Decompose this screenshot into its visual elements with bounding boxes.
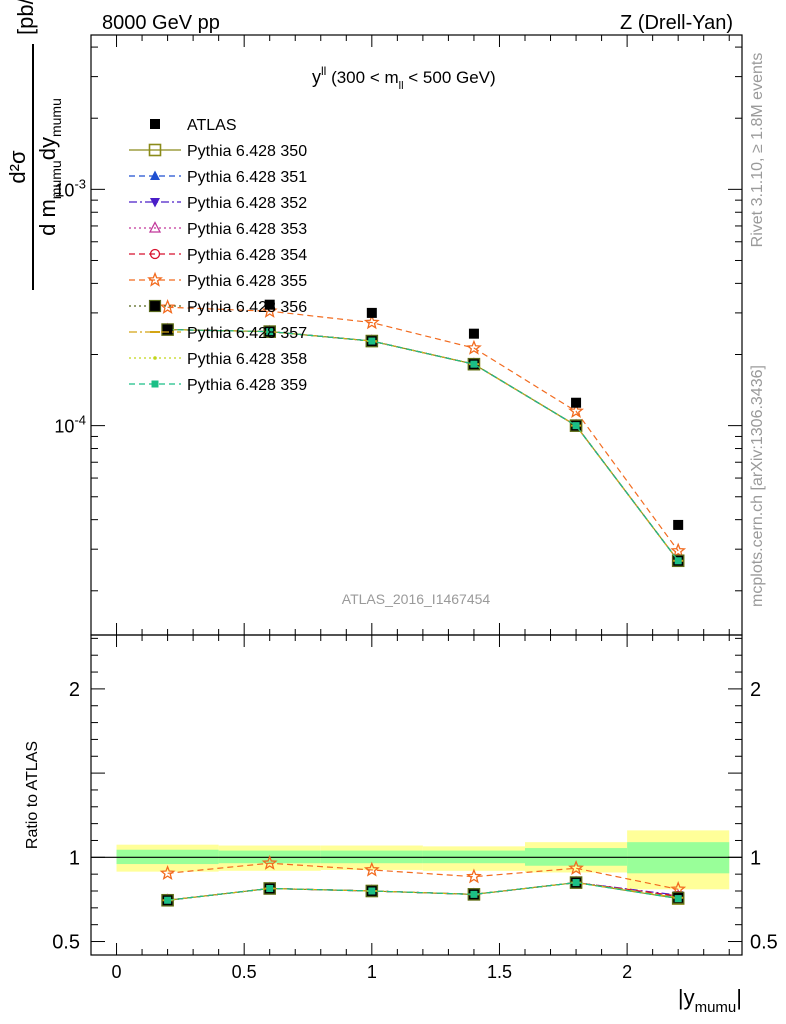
rivet-version-label: Rivet 3.1.10, ≥ 1.8M events [749,53,766,248]
series-9-point-2 [368,337,376,345]
legend-label-5: Pythia 6.428 355 [187,273,307,290]
legend-marker-2 [150,198,160,208]
legend-entry-5: Pythia 6.428 355 [129,271,307,290]
legend-entry-4: Pythia 6.428 354 [129,247,307,264]
y-label-denominator: d mmumudymumu [35,98,64,236]
legend: ATLAS Pythia 6.428 350 Pythia 6.428 351 Pyt… [129,117,307,394]
series-5-point-0 [159,865,176,881]
series-5-point-4 [568,402,584,419]
atlas-point-1 [264,299,275,310]
series-9-point-0 [164,896,172,904]
series-5-point-3 [466,339,482,355]
legend-marker-5 [147,271,163,287]
ratio-y-tick-label-right: 0.5 [750,932,778,954]
main-y-tick-label: 10-4 [54,413,86,437]
atlas-data-points [162,299,684,530]
ratio-y-tick-label-left: 1 [69,847,80,869]
series-9-point-1 [266,328,274,336]
legend-label-2: Pythia 6.428 352 [187,195,307,212]
series-line-5 [167,862,679,890]
legend-label-7: Pythia 6.428 357 [187,325,307,342]
legend-label-4: Pythia 6.428 354 [187,247,307,264]
legend-marker-6 [148,299,162,313]
legend-marker-4 [149,248,161,260]
main-y-axis-label: d²σ d mmumudymumu [pb/GeV] [5,0,64,290]
ratio-y-axis-label: Ratio to ATLAS [24,741,41,849]
y-label-numerator: d²σ [5,150,30,184]
main-y-tick-label: 10-3 [54,176,86,200]
x-tick-label: 2 [622,962,632,982]
header-right: Z (Drell-Yan) [620,12,733,34]
series-9-point-5 [674,557,682,565]
series-5-point-1 [261,854,278,870]
series-9-point-4 [572,422,580,430]
series-9-point-3 [470,890,478,898]
y-label-unit: [pb/GeV] [13,0,38,35]
series-5-point-2 [363,314,380,330]
x-tick-label: 1 [367,962,377,982]
ratio-panel-series [159,854,687,907]
series-9 [164,879,682,904]
legend-marker-9 [151,380,159,388]
series-9-point-4 [572,879,580,887]
atlas-point-3 [468,328,479,339]
series-5-point-4 [568,859,584,875]
series-line-9 [167,881,679,901]
legend-entry-1: Pythia 6.428 351 [129,169,307,186]
legend-marker-8 [153,356,157,360]
legend-atlas-marker [150,119,160,129]
series-9-point-2 [368,887,376,895]
legend-label-8: Pythia 6.428 358 [187,351,307,368]
legend-entry-0: Pythia 6.428 350 [129,143,307,160]
x-tick-label: 1.5 [487,962,512,982]
mcplots-label: mcplots.cern.ch [arXiv:1306.3436] [749,365,766,607]
legend-entry-2: Pythia 6.428 352 [129,195,307,212]
legend-label-3: Pythia 6.428 353 [187,221,307,238]
ratio-y-tick-label-right: 2 [750,679,761,701]
legend-marker-1 [150,170,160,180]
legend-entry-7: Pythia 6.428 357 [129,325,307,342]
ratio-y-tick-label-right: 1 [750,847,761,869]
legend-label-0: Pythia 6.428 350 [187,143,307,160]
legend-marker-0 [148,143,162,157]
analysis-watermark: ATLAS_2016_I1467454 [342,591,491,607]
series-9-point-5 [674,895,682,903]
x-tick-label: 0 [112,962,122,982]
series-line-5 [167,306,679,552]
ratio-frame [90,634,743,956]
series-5-point-2 [363,861,380,877]
legend-entry-3: Pythia 6.428 353 [129,221,307,238]
legend-label-6: Pythia 6.428 356 [187,299,307,316]
series-5-point-3 [466,868,482,884]
ratio-y-tick-label-left: 2 [69,679,80,701]
series-5-point-5 [670,542,687,558]
series-9-point-1 [266,884,274,892]
series-9-point-3 [470,360,478,368]
legend-entry-atlas: ATLAS [150,117,237,134]
legend-marker-3 [148,221,162,233]
panel-title: yll (300 < mll < 500 GeV) [312,64,496,92]
atlas-point-5 [673,519,684,530]
atlas-point-4 [571,397,582,408]
series-line-9 [167,328,679,562]
atlas-point-0 [162,324,173,335]
axes: 0 0.5 1 1.5 2 10-4 10-3 0.5 0.5 1 1 2 2 [52,34,778,982]
atlas-point-2 [366,307,377,318]
ratio-y-tick-label-left: 0.5 [52,932,80,954]
x-tick-label: 0.5 [232,962,257,982]
x-axis-label: |ymumu| [678,985,742,1016]
legend-label-9: Pythia 6.428 359 [187,377,307,394]
legend-label-1: Pythia 6.428 351 [187,169,307,186]
legend-entry-9: Pythia 6.428 359 [129,377,307,394]
legend-entry-6: Pythia 6.428 356 [129,299,307,316]
header-left: 8000 GeV pp [102,12,220,34]
legend-entry-8: Pythia 6.428 358 [129,351,307,368]
legend-atlas-label: ATLAS [187,117,237,134]
series-5-point-0 [159,298,176,314]
